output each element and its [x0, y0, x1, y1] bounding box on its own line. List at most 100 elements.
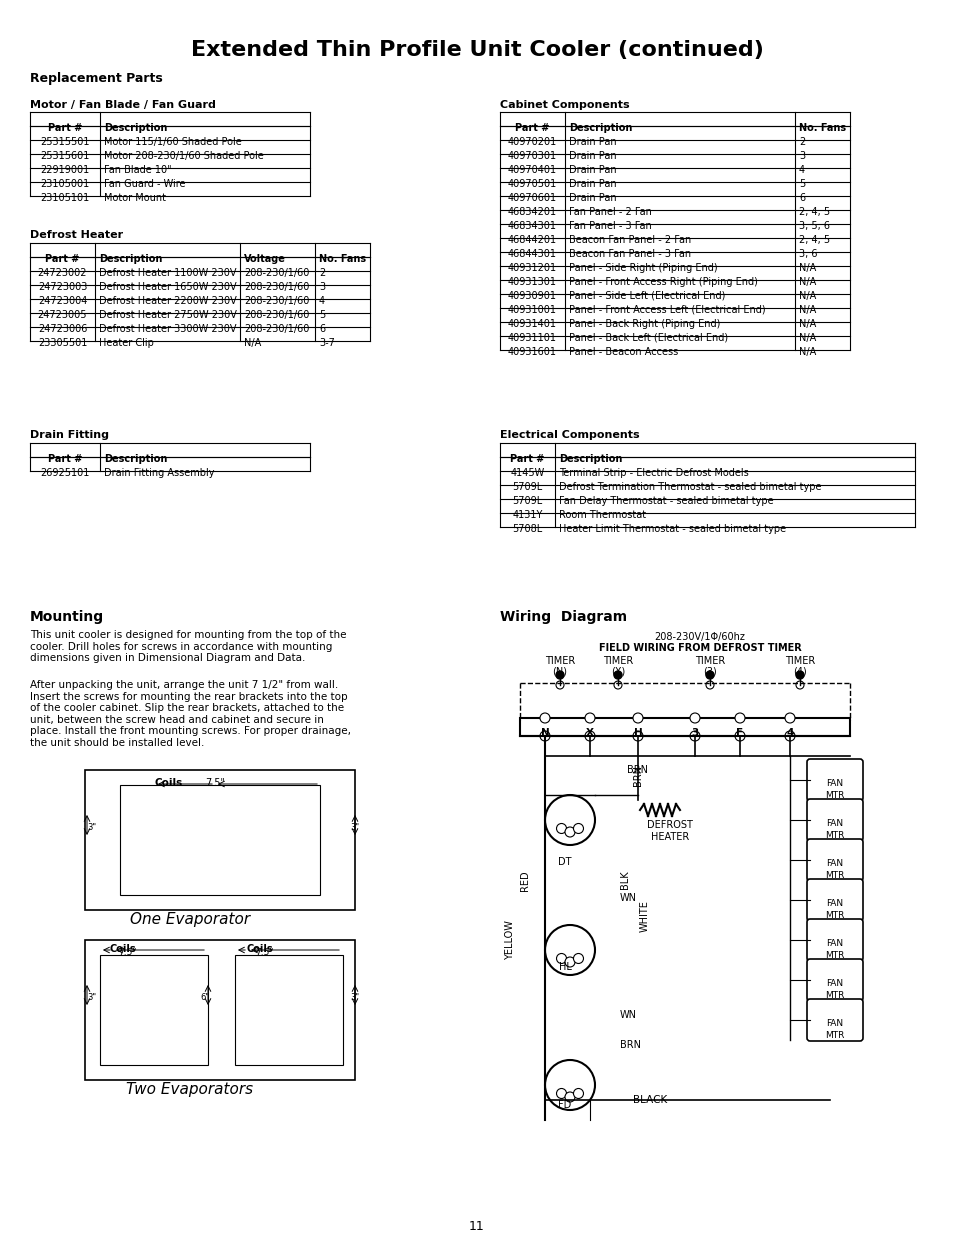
Text: N/A: N/A [799, 333, 816, 343]
Text: Panel - Back Left (Electrical End): Panel - Back Left (Electrical End) [568, 333, 727, 343]
Text: Coils: Coils [247, 944, 274, 953]
Text: Extended Thin Profile Unit Cooler (continued): Extended Thin Profile Unit Cooler (conti… [191, 40, 762, 61]
Text: 2: 2 [318, 268, 325, 278]
Text: 208-230/1/60: 208-230/1/60 [244, 268, 309, 278]
Text: 40931301: 40931301 [507, 277, 557, 287]
Text: 5708L: 5708L [512, 524, 542, 534]
Text: Part #: Part # [515, 124, 549, 133]
Text: Drain Fitting Assembly: Drain Fitting Assembly [104, 468, 214, 478]
Text: 6: 6 [799, 193, 804, 203]
Text: Part #: Part # [45, 254, 80, 264]
Text: BRN: BRN [633, 764, 642, 785]
Text: 3": 3" [87, 993, 96, 1002]
Circle shape [564, 1092, 575, 1102]
Text: 2, 4, 5: 2, 4, 5 [799, 207, 829, 217]
Text: N/A: N/A [799, 319, 816, 329]
Circle shape [689, 731, 700, 741]
Circle shape [556, 680, 563, 689]
Text: MTR: MTR [824, 871, 843, 881]
Circle shape [556, 1088, 566, 1098]
Text: Description: Description [104, 124, 167, 133]
Text: 3, 5, 6: 3, 5, 6 [799, 221, 829, 231]
Circle shape [573, 824, 583, 834]
Text: DT: DT [558, 857, 571, 867]
Circle shape [584, 731, 595, 741]
Text: (N): (N) [552, 666, 567, 676]
Text: X: X [585, 727, 594, 739]
Text: (4): (4) [792, 666, 806, 676]
Text: Wiring  Diagram: Wiring Diagram [499, 610, 626, 624]
Text: 5709L: 5709L [512, 496, 542, 506]
Text: 40931101: 40931101 [507, 333, 557, 343]
Text: Panel - Front Access Right (Piping End): Panel - Front Access Right (Piping End) [568, 277, 757, 287]
Text: Panel - Back Right (Piping End): Panel - Back Right (Piping End) [568, 319, 720, 329]
FancyBboxPatch shape [806, 999, 862, 1041]
Circle shape [633, 713, 642, 722]
Text: 46844201: 46844201 [507, 235, 557, 245]
Text: Coils: Coils [110, 944, 136, 953]
Text: 24723003: 24723003 [38, 282, 87, 291]
Circle shape [556, 953, 566, 963]
Text: (3): (3) [702, 666, 716, 676]
Text: DEFROST: DEFROST [646, 820, 692, 830]
Text: 46834201: 46834201 [507, 207, 557, 217]
Text: Voltage: Voltage [244, 254, 286, 264]
Text: WHITE: WHITE [639, 900, 649, 932]
Text: 40970201: 40970201 [507, 137, 557, 147]
Text: 25315501: 25315501 [40, 137, 90, 147]
Text: Defrost Heater 2750W 230V: Defrost Heater 2750W 230V [99, 310, 236, 320]
Text: Coils: Coils [154, 778, 183, 788]
Text: N: N [540, 727, 549, 739]
Circle shape [573, 1088, 583, 1098]
Text: 5: 5 [318, 310, 325, 320]
Circle shape [705, 680, 713, 689]
FancyBboxPatch shape [806, 879, 862, 921]
Text: Description: Description [568, 124, 632, 133]
Text: Panel - Side Left (Electrical End): Panel - Side Left (Electrical End) [568, 291, 724, 301]
Text: 3: 3 [799, 151, 804, 161]
Text: 208-230V/1Φ/60hz: 208-230V/1Φ/60hz [654, 632, 744, 642]
Text: 2, 4, 5: 2, 4, 5 [799, 235, 829, 245]
Text: Part #: Part # [48, 124, 82, 133]
FancyBboxPatch shape [806, 799, 862, 841]
Text: 3: 3 [318, 282, 325, 291]
Text: (X): (X) [610, 666, 624, 676]
Text: 23105101: 23105101 [40, 193, 90, 203]
Text: FAN: FAN [825, 819, 842, 827]
Text: Defrost Heater 1650W 230V: Defrost Heater 1650W 230V [99, 282, 236, 291]
Bar [120, 785, 319, 895]
FancyBboxPatch shape [806, 960, 862, 1002]
Circle shape [556, 671, 563, 679]
Bar [85, 769, 355, 910]
Text: N/A: N/A [244, 338, 261, 348]
Text: 22919001: 22919001 [40, 165, 90, 175]
Text: Heater Clip: Heater Clip [99, 338, 153, 348]
Text: 40931601: 40931601 [507, 347, 557, 357]
Text: WN: WN [619, 893, 637, 903]
Text: 3, 6: 3, 6 [799, 249, 817, 259]
Text: 4145W: 4145W [510, 468, 544, 478]
Text: Drain Fitting: Drain Fitting [30, 430, 109, 440]
Circle shape [795, 671, 803, 679]
Text: TIMER: TIMER [694, 656, 724, 666]
Text: FAN: FAN [825, 779, 842, 788]
Text: MTR: MTR [824, 911, 843, 920]
Text: MTR: MTR [824, 951, 843, 960]
Text: 5: 5 [799, 179, 804, 189]
Text: Fan Blade 10": Fan Blade 10" [104, 165, 172, 175]
Text: 4: 4 [318, 296, 325, 306]
Text: Fan Panel - 2 Fan: Fan Panel - 2 Fan [568, 207, 651, 217]
Circle shape [633, 731, 642, 741]
Text: BRN: BRN [619, 1040, 640, 1050]
Text: 7.5": 7.5" [205, 778, 225, 788]
Text: 40931401: 40931401 [507, 319, 557, 329]
Text: FAN: FAN [825, 1019, 842, 1028]
Text: WN: WN [619, 1010, 637, 1020]
Text: 24723006: 24723006 [38, 324, 87, 333]
Text: No. Fans: No. Fans [799, 124, 845, 133]
Text: 26925101: 26925101 [40, 468, 90, 478]
Text: FAN: FAN [825, 860, 842, 868]
Text: Drain Pan: Drain Pan [568, 193, 616, 203]
Circle shape [544, 795, 595, 845]
Text: BLACK: BLACK [632, 1095, 666, 1105]
